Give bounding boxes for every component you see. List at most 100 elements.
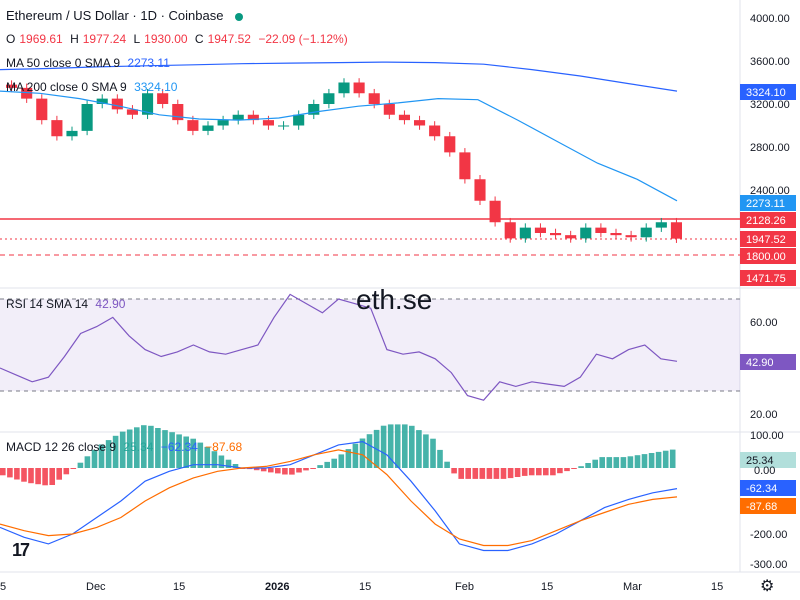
macd-hist-bar [162,430,168,468]
macd-hist-bar [289,468,295,475]
price-tick: 2400.00 [750,185,790,197]
macd-hist-bar [204,446,211,468]
ma200-value: 3324.10 [134,80,178,94]
macd-hist-bar [317,465,323,468]
price-tick: 3600.00 [750,56,790,68]
time-label: 15 [359,581,371,593]
price-tag-ma200: 3324.10 [746,87,786,99]
candle-body [459,152,471,180]
high-value: 1977.24 [82,32,127,46]
macd-hist-bar [486,468,493,479]
symbol-title[interactable]: Ethereum / US Dollar · 1D · Coinbase [6,8,224,23]
price-tick: 3200.00 [750,99,790,111]
candle-body [21,87,33,99]
candle-body [534,227,546,233]
macd-hist-bar [585,463,591,468]
macd-hist-bar [310,468,316,469]
macd-hist-bar [35,468,41,485]
macd-hist-bar [564,468,570,472]
macd-hist-bar [550,468,556,476]
macd-hist-bar [225,459,232,468]
macd-hist-bar [352,443,359,468]
candle-body [565,235,577,239]
macd-hist-bar [28,468,34,484]
candle-body [111,98,123,110]
price-tick: 4000.00 [750,13,790,25]
macd-hist-bar [98,444,105,468]
macd-hist-bar [634,455,641,468]
macd-hist-bar [148,425,154,468]
macd-hist-bar [606,457,613,468]
macd-hist-bar [543,468,549,476]
candle-body [640,227,652,238]
macd-hist-bar [331,458,337,468]
macd-hist-bar [14,468,20,480]
macd-value: −62.34 [160,440,198,454]
candle-body [519,227,531,239]
time-label: 15 [711,581,723,593]
tradingview-logo[interactable]: 17 [12,540,30,560]
rsi-line [0,293,678,401]
macd-hist-bar [70,468,77,469]
market-status-icon [235,12,244,21]
candles [6,78,682,243]
macd-hist-bar [112,435,119,468]
candle-body [6,84,18,88]
price-tag-ma50: 2273.11 [746,198,785,210]
macd-legend[interactable]: MACD 12 26 close 9 25.34 −62.34 −87.68 [6,440,243,454]
macd-hist-bar [655,451,662,468]
time-label: Mar [623,581,642,593]
macd-tick: -300.00 [750,559,787,571]
macd-hist-bar [169,432,175,468]
macd-signal-line [0,449,678,547]
macd-hist-bar [599,457,605,468]
macd-hist-bar [557,468,563,474]
candle-body [383,104,395,115]
macd-hist-bar [211,451,218,468]
macd-hist-bar [578,466,584,468]
candle-body [157,93,169,104]
macd-hist-bar [366,434,373,468]
macd-hist-bar [268,468,274,473]
macd-hist-bar [197,442,204,468]
candle-body [66,130,78,137]
macd-histogram [0,424,676,486]
macd-signal-tag: -87.68 [746,501,777,513]
macd-hist-bar [380,425,387,468]
ma50-legend[interactable]: MA 50 close 0 SMA 9 2273.11 [6,56,170,70]
price-tag-low: 1471.75 [746,273,786,285]
macd-hist-bar [338,454,345,468]
chart-legend: Ethereum / US Dollar · 1D · Coinbase [6,8,247,23]
candle-body [550,233,562,236]
macd-hist-bar [514,468,521,477]
time-label: Feb [455,581,474,593]
macd-hist-bar [0,468,6,476]
ma200-legend[interactable]: MA 200 close 0 SMA 9 3324.10 [6,80,178,94]
macd-hist-tag: 25.34 [746,455,774,467]
macd-line [0,440,678,552]
candle-body [444,136,456,153]
macd-hist-bar [253,468,260,471]
settings-gear-icon[interactable]: ⚙ [760,578,775,595]
candle-body [580,227,592,239]
macd-hist-bar [394,424,401,468]
macd-hist-bar [49,468,55,485]
rsi-legend[interactable]: RSI 14 SMA 14 42.90 [6,297,126,311]
macd-hist-value: 25.34 [123,440,154,454]
candle-body [217,120,229,126]
candle-body [126,109,138,115]
rsi-tick: 20.00 [750,409,778,421]
macd-hist-bar [324,461,330,468]
macd-hist-bar [119,431,126,468]
time-label: 5 [0,581,6,593]
macd-hist-bar [91,449,98,468]
macd-hist-bar [77,462,84,468]
macd-hist-bar [648,453,655,468]
macd-hist-bar [190,438,196,468]
macd-hist-bar [620,457,627,468]
macd-hist-bar [451,468,457,474]
macd-tick: 100.00 [750,430,784,442]
macd-hist-bar [105,440,112,468]
candle-body [610,233,622,236]
